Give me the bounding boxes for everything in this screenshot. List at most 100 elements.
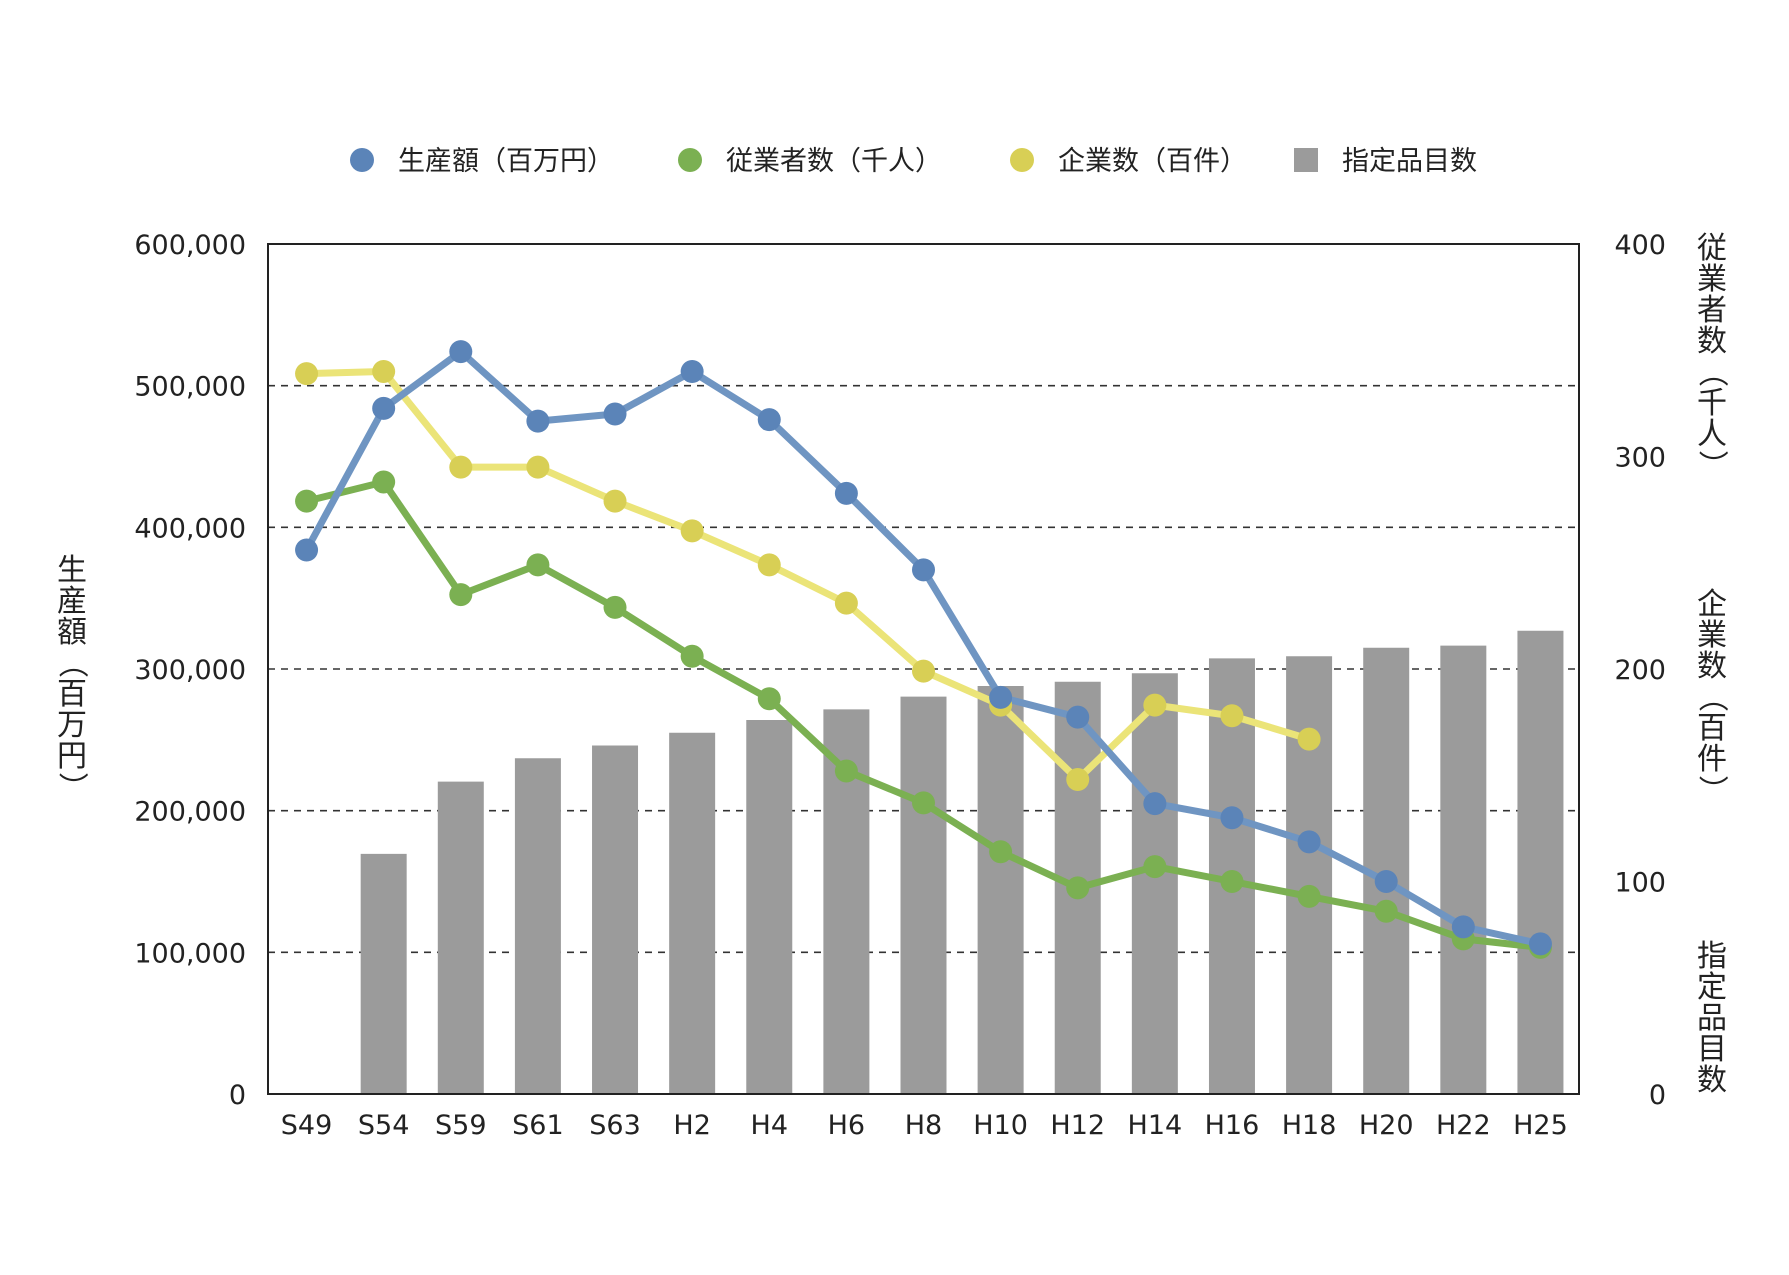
right-axis-title-1: 者 [1697,293,1727,328]
bar [977,686,1024,1094]
legend-label: 企業数（百件） [1058,146,1247,177]
data-point [372,396,396,420]
x-tick-label: H8 [905,1110,942,1141]
right-axis-title-1: ） [1694,450,1729,480]
right-axis-title-3: 定 [1697,970,1727,1005]
left-axis-title: 円 [57,739,87,774]
data-point [1220,806,1244,830]
data-point [1143,792,1167,816]
bar [1517,630,1564,1094]
data-point [603,402,627,426]
left-axis-ticks: 0 100,000 200,000 300,000 400,000 500,000 600,… [134,230,246,1111]
x-tick-label: S59 [435,1110,487,1141]
data-point [372,360,396,383]
right-axis-title-2: 百 [1697,711,1727,746]
bar [669,732,716,1094]
x-tick-label: H16 [1205,1110,1260,1141]
data-point [834,481,858,505]
x-tick-label: H25 [1513,1110,1568,1141]
data-point [1220,870,1244,893]
x-axis-ticks: S49 S54 S59 S61 S63 H2 H4 H6 H8 H10 H12 H14 H16 H18 H2… [281,1110,1568,1141]
right-axis-title-3: 指 [1697,939,1727,974]
data-point [1066,876,1090,900]
data-point [449,340,473,364]
right-axis-title-3: 品 [1697,1001,1727,1036]
data-point [1528,932,1552,956]
left-tick-label: 0 [229,1080,246,1111]
data-point [295,362,319,386]
data-point [834,591,858,615]
right-axis-title-2: ） [1694,775,1729,805]
x-tick-label: H18 [1282,1110,1337,1141]
x-tick-label: H2 [673,1110,710,1141]
x-tick-label: S61 [512,1110,564,1141]
data-point [912,659,935,683]
bar [746,720,793,1094]
legend: 生産額（百万円） 従業者数（千人） 企業数（百件） 指定品目数 [350,146,1477,177]
data-point [757,553,781,577]
data-point [449,455,473,479]
bars [360,630,1564,1094]
data-point [1374,870,1398,893]
bar [900,696,947,1094]
right-axis-title-3: 目 [1697,1032,1727,1067]
data-point [295,489,319,513]
data-point [1297,884,1321,908]
x-tick-label: H10 [973,1110,1028,1141]
right-axis-ticks: 0 100 200 300 400 [1614,230,1666,1111]
data-point [1220,704,1244,728]
right-axis-title-1: （ [1694,357,1729,387]
right-tick-label: 100 [1614,868,1666,899]
left-axis-title: 万 [57,708,87,743]
x-tick-label: H4 [751,1110,788,1141]
bar [592,745,639,1094]
legend-label: 従業者数（千人） [726,146,942,177]
data-point [372,470,396,494]
x-tick-label: H14 [1128,1110,1183,1141]
data-point [989,840,1013,864]
left-axis-title: （ [54,648,89,678]
left-axis-title: 生 [57,553,87,588]
series-line [303,368,1313,783]
left-axis-title: 額 [57,615,87,650]
left-tick-label: 400,000 [134,513,246,544]
data-point [912,791,935,815]
legend-marker [1294,148,1318,172]
right-tick-label: 300 [1614,443,1666,474]
x-tick-label: H20 [1359,1110,1414,1141]
data-point [757,687,781,711]
left-tick-label: 300,000 [134,655,246,686]
right-axis-title-3: 数 [1697,1063,1727,1098]
data-point [526,553,550,577]
data-point [1066,705,1090,729]
data-point [603,489,627,513]
plot-frame [267,243,1580,1095]
legend-marker [1010,148,1034,172]
data-point [989,685,1013,709]
x-tick-label: H6 [828,1110,865,1141]
left-axis-title: 百 [57,677,87,712]
right-tick-label: 400 [1614,230,1666,261]
right-axis-title-2: 企 [1697,587,1727,622]
x-tick-label: S63 [589,1110,641,1141]
bar [514,758,561,1094]
data-point [757,408,781,432]
legend-marker [678,148,702,172]
legend-label: 指定品目数 [1342,146,1477,177]
data-point [295,538,319,562]
axis-titles: 生産額（百万円）従業者数（千人）企業数（百件）指定品目数 [54,231,1729,1098]
data-point [526,455,550,479]
legend-label: 生産額（百万円） [398,146,614,177]
bar [1286,656,1333,1094]
right-axis-title-1: 従 [1697,231,1727,266]
bar [360,853,407,1094]
right-tick-label: 0 [1649,1080,1666,1111]
bar [437,781,484,1094]
right-axis-title-1: 人 [1697,417,1727,452]
data-point [680,360,704,383]
right-tick-label: 200 [1614,655,1666,686]
left-tick-label: 600,000 [134,230,246,261]
right-axis-title-1: 千 [1697,386,1727,421]
data-point [1297,830,1321,854]
